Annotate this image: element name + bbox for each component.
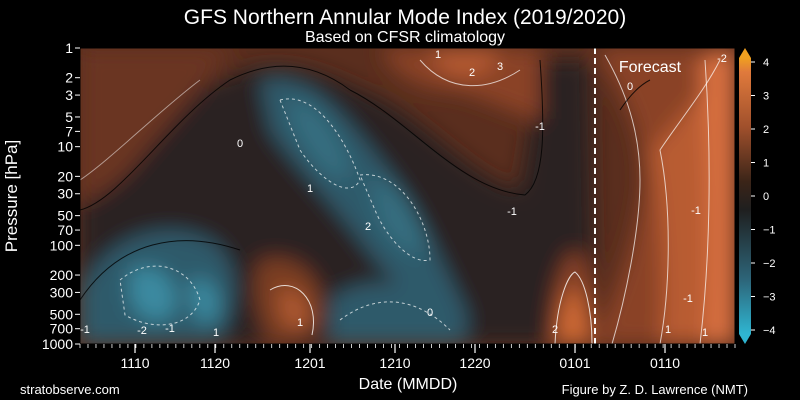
contour-label: 0 [627, 81, 633, 93]
chart-subtitle: Based on CFSR climatology [305, 29, 505, 46]
colorbar-tick-label: 2 [763, 124, 769, 136]
colorbar-top-arrow [739, 48, 751, 58]
plot-area [80, 48, 735, 344]
contour-label: 1 [702, 327, 708, 339]
contour-label: 0 [427, 307, 433, 319]
contour-label: 1 [435, 49, 441, 61]
y-tick-label: 100 [50, 237, 74, 253]
y-axis-label: Pressure [hPa] [2, 140, 21, 252]
y-tick-label: 10 [57, 139, 73, 155]
contour-label-layer: 0 1 2 3 -1 -2 0 1 2 -1 -1 -1 0 1 2 1 1 -1 -1 -2 1 [80, 49, 727, 339]
forecast-label: Forecast [619, 59, 682, 76]
contour-label: 2 [469, 67, 475, 79]
contour-label: 2 [552, 324, 558, 336]
contour-lines [80, 54, 721, 344]
colorbar-tick-label: 3 [763, 91, 769, 103]
x-tick-label: 0110 [650, 355, 680, 371]
credit-right: Figure by Z. D. Lawrence (NMT) [562, 382, 748, 397]
contour-label: -1 [80, 324, 90, 336]
x-tick-label: 0101 [559, 355, 590, 371]
y-tick-label: 1 [65, 40, 73, 56]
contour-label: 0 [237, 138, 243, 150]
contour-label: -1 [507, 206, 517, 218]
anomaly-field [80, 48, 735, 344]
contour-label: 1 [297, 317, 303, 329]
y-tick-label: 7 [65, 123, 73, 139]
colorbar: 4 3 2 1 0 −1 −2 −3 −4 [739, 48, 776, 344]
x-axis-label: Date (MMDD) [359, 376, 458, 393]
y-tick-label: 500 [50, 306, 74, 322]
colorbar-tick-label: 1 [763, 158, 769, 170]
contour-label: 2 [365, 221, 371, 233]
y-tick-label: 30 [57, 186, 73, 202]
y-tick-label: 5 [65, 109, 73, 125]
contour-label: -2 [137, 325, 147, 337]
colorbar-tick-label: 4 [763, 57, 769, 69]
colorbar-tick-label: 0 [763, 191, 769, 203]
x-tick-label: 1220 [459, 355, 490, 371]
x-tick-label: 1120 [200, 355, 230, 371]
colorbar-tick-label: −4 [763, 325, 776, 337]
contour-label: -1 [535, 121, 545, 133]
chart-title: GFS Northern Annular Mode Index (2019/20… [184, 6, 626, 29]
contour-label: -1 [683, 293, 693, 305]
x-tick-label: 1110 [120, 355, 149, 371]
y-tick-label: 200 [50, 267, 74, 283]
x-tick-label: 1201 [294, 355, 325, 371]
contour-label: 1 [307, 183, 313, 195]
contour-label: -1 [691, 205, 701, 217]
x-tick-label: 1210 [379, 355, 410, 371]
contour-label: 3 [497, 61, 503, 73]
y-tick-label: 50 [57, 208, 73, 224]
contour-label: -1 [165, 323, 175, 335]
contour-label: 1 [213, 327, 219, 339]
contour-label: 1 [665, 324, 671, 336]
y-tick-label: 70 [57, 222, 73, 238]
y-tick-label: 300 [50, 284, 74, 300]
y-tick-label: 3 [65, 87, 73, 103]
colorbar-bottom-arrow [739, 334, 751, 344]
y-tick-label: 2 [65, 70, 73, 86]
y-tick-label: 700 [50, 321, 74, 337]
contour-label: -2 [717, 53, 727, 65]
x-axis: 1110 1120 1201 1210 1220 0101 0110 [79, 344, 736, 371]
y-tick-label: 20 [57, 168, 73, 184]
colorbar-tick-label: −3 [763, 292, 776, 304]
credit-left: stratobserve.com [20, 382, 120, 397]
colorbar-tick-label: −2 [763, 258, 776, 270]
colorbar-gradient [739, 58, 751, 334]
colorbar-tick-label: −1 [763, 225, 776, 237]
y-tick-label: 1000 [42, 336, 73, 352]
